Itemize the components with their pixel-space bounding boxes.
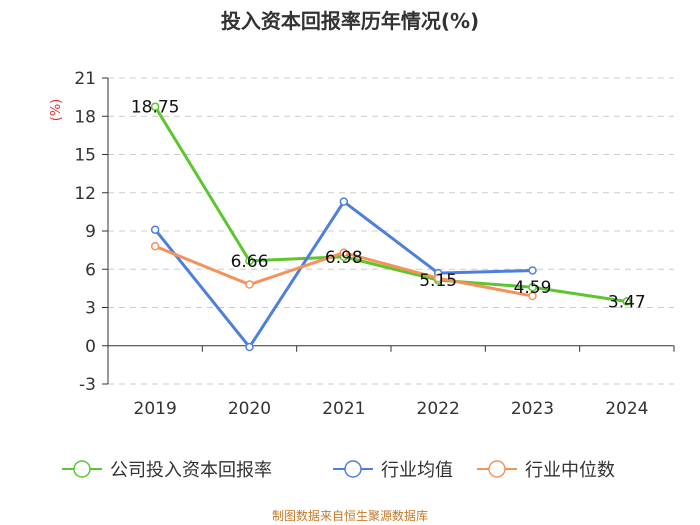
series-point-1: [339, 197, 349, 206]
y-tick-labels: -3 0 3 6 9 12 15 18 21: [74, 69, 96, 395]
series-line-0: [153, 105, 628, 303]
series-point-1: [245, 342, 254, 352]
x-tick-label: 2024: [605, 399, 648, 419]
legend-marker-1: [344, 460, 362, 478]
data-label: 18.75: [131, 98, 180, 118]
legend-label-1: 行业均值: [381, 460, 453, 481]
data-labels: 18.75 6.66 6.98 5.15 4.59 3.47: [131, 98, 646, 313]
legend-marker-2: [488, 460, 506, 478]
x-tick-labels: 2019 2020 2021 2022 2023 2024: [134, 399, 649, 419]
y-tick-label: -3: [79, 375, 96, 395]
series-point-2: [245, 280, 254, 289]
series-point-0: [528, 282, 537, 292]
x-tick-label: 2021: [322, 399, 365, 419]
legend: 公司投入资本回报率 行业均值 行业中位数: [62, 460, 615, 481]
x-tick-label: 2020: [228, 399, 271, 419]
x-tick-label: 2022: [417, 399, 460, 419]
y-tick-label: 12: [74, 184, 96, 204]
source-note: 制图数据来自恒生聚源数据库: [272, 508, 428, 523]
x-tick-label: 2023: [511, 399, 554, 419]
series-point-0: [622, 297, 632, 306]
y-tick-label: 3: [85, 299, 96, 319]
y-tick-label: 21: [74, 69, 96, 89]
legend-marker-0: [73, 460, 91, 478]
series-point-1: [150, 225, 160, 234]
series-point-1: [528, 266, 537, 275]
legend-label-2: 行业中位数: [525, 460, 615, 481]
y-tick-label: 6: [85, 260, 96, 280]
x-tick-label: 2019: [134, 399, 177, 419]
grid-lines: [108, 77, 674, 385]
series-point-2: [528, 291, 537, 301]
series-point-0: [150, 102, 160, 111]
y-axis-unit: (%): [49, 99, 64, 122]
y-tick-label: 9: [85, 222, 96, 242]
series-line-1: [153, 200, 533, 349]
series-point-2: [150, 242, 160, 251]
data-label: 5.15: [419, 271, 457, 291]
y-tick-label: 15: [74, 146, 96, 166]
series-point-0: [245, 256, 254, 266]
data-label: 6.66: [231, 252, 269, 272]
chart-title: 投入资本回报率历年情况(%): [221, 9, 479, 33]
series-group: [150, 102, 632, 352]
axes: [102, 77, 675, 385]
y-tick-label: 18: [74, 107, 96, 127]
legend-label-0: 公司投入资本回报率: [110, 460, 272, 481]
series-point-2: [433, 273, 443, 283]
data-label: 6.98: [325, 248, 363, 268]
y-tick-label: 0: [85, 337, 96, 357]
data-label: 4.59: [514, 278, 552, 298]
series-point-2: [339, 248, 349, 257]
data-label: 3.47: [608, 293, 646, 313]
